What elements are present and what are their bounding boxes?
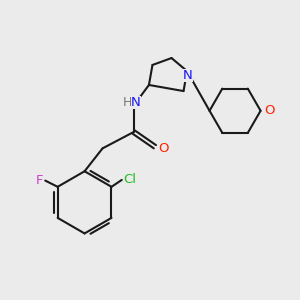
Text: N: N (183, 70, 193, 83)
Text: Cl: Cl (123, 173, 136, 186)
Text: O: O (265, 104, 275, 117)
Text: F: F (36, 174, 44, 187)
Text: O: O (158, 142, 168, 155)
Text: N: N (131, 96, 141, 109)
Text: H: H (122, 96, 132, 109)
